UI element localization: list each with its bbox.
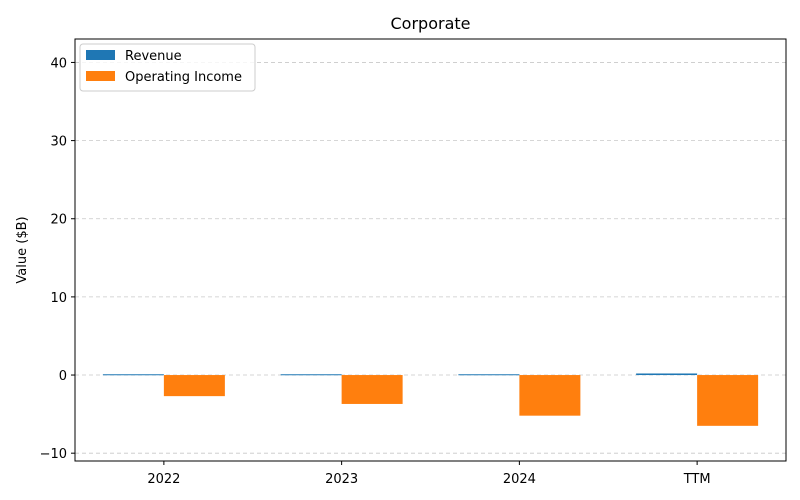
bar-revenue-ttm — [636, 373, 698, 376]
x-axis: 2022 2023 2024 TTM — [147, 461, 711, 487]
bar-operating-income-ttm — [697, 375, 759, 426]
x-tick-label: TTM — [683, 472, 711, 487]
chart-title: Corporate — [391, 14, 471, 33]
y-axis-label: Value ($B) — [15, 216, 30, 283]
y-tick-label: 30 — [50, 135, 67, 150]
bar-operating-income-2024 — [519, 375, 581, 416]
bars — [102, 373, 759, 426]
bar-revenue-2024 — [458, 374, 520, 376]
bar-revenue-2023 — [280, 374, 342, 376]
legend-label: Revenue — [125, 49, 182, 64]
bar-operating-income-2022 — [163, 375, 225, 397]
legend-label: Operating Income — [125, 70, 242, 85]
bar-operating-income-2023 — [341, 375, 403, 404]
y-tick-label: 0 — [59, 369, 67, 384]
plot-frame — [74, 38, 787, 462]
x-tick-label: 2024 — [503, 472, 536, 487]
y-tick-label: 40 — [50, 56, 67, 71]
legend: Revenue Operating Income — [79, 43, 256, 92]
y-axis: −10 0 10 20 30 40 — [40, 56, 75, 462]
y-tick-label: 10 — [50, 291, 67, 306]
legend-swatch — [86, 50, 115, 60]
bar-revenue-2022 — [102, 374, 164, 376]
legend-swatch — [86, 71, 115, 81]
x-tick-label: 2022 — [147, 472, 180, 487]
y-tick-label: 20 — [50, 213, 67, 228]
x-tick-label: 2023 — [325, 472, 358, 487]
legend-box — [79, 43, 256, 92]
y-tick-label: −10 — [40, 447, 67, 462]
